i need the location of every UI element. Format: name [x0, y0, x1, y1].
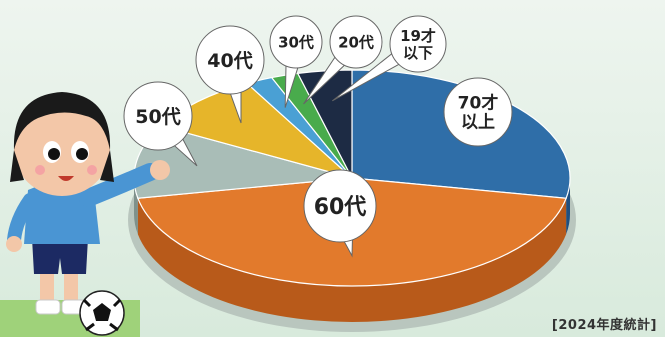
label-bubble-5: 20代: [303, 15, 383, 105]
footnote: [2024年度統計]: [551, 318, 657, 333]
girl-illustration: [6, 92, 170, 315]
slice-label-6-0: 19才: [400, 27, 436, 45]
soccer-ball-icon: [79, 290, 125, 336]
slice-label-1-0: 60代: [314, 195, 367, 220]
slice-label-3-0: 40代: [207, 50, 252, 72]
label-bubble-2: 50代: [123, 81, 198, 167]
pie-side-1: [137, 198, 567, 322]
slice-label-4-0: 30代: [278, 33, 314, 51]
slice-label-0-1: 以上: [461, 113, 495, 133]
slice-label-6-1: 以下: [403, 44, 433, 62]
label-bubble-4: 30代: [269, 15, 323, 108]
slice-label-5-0: 20代: [338, 33, 374, 51]
pie-side-2: [134, 178, 138, 235]
label-bubble-1: 60代: [303, 169, 377, 258]
label-bubble-3: 40代: [195, 25, 265, 124]
slice-label-2-0: 50代: [135, 106, 180, 128]
slice-label-0-0: 70才: [458, 93, 499, 114]
pie-side-0: [566, 178, 570, 235]
